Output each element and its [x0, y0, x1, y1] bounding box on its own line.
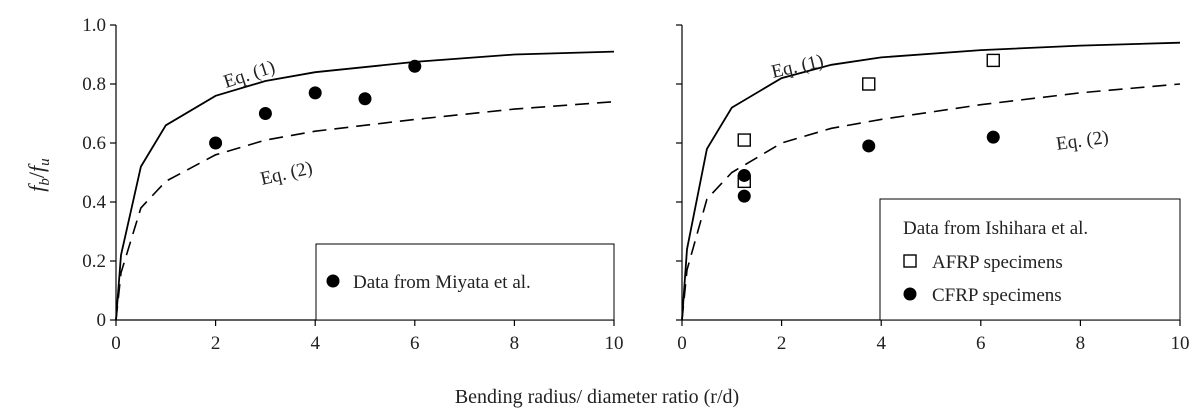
right-x-tick-label: 10 — [1171, 333, 1190, 354]
right-x-tick-label: 6 — [976, 333, 986, 354]
right-data-point — [737, 168, 751, 182]
left-points — [209, 59, 422, 150]
left-eq2-label: Eq. (2) — [258, 158, 314, 190]
left-data-point — [209, 136, 223, 150]
left-x-tick-label: 10 — [605, 333, 624, 354]
left-y-tick-label: 0.4 — [82, 192, 106, 213]
left-x-tick-label: 8 — [510, 333, 520, 354]
left-eq1-curve — [115, 50, 615, 321]
left-data-point — [358, 92, 372, 106]
right-x-tick-label: 2 — [777, 333, 787, 354]
right-legend-circle-marker — [903, 287, 917, 301]
y-axis-title: fb/fu — [24, 158, 53, 191]
right-legend-afrp: AFRP specimens — [932, 252, 1063, 273]
left-eq1-label: Eq. (1) — [221, 56, 278, 92]
right-points — [737, 53, 1000, 203]
right-eq1-curve — [681, 41, 1181, 321]
left-x-tick-label: 2 — [211, 333, 221, 354]
x-axis-title: Bending radius/ diameter ratio (r/d) — [455, 386, 739, 408]
right-afrp-point — [862, 77, 876, 91]
right-legend-cfrp: CFRP specimens — [932, 285, 1062, 306]
left-x-tick-label: 0 — [111, 333, 121, 354]
right-data-point — [862, 139, 876, 153]
right-eq2-label: Eq. (2) — [1055, 127, 1110, 155]
right-data-point — [986, 130, 1000, 144]
left-legend: Data from Miyata et al. — [315, 243, 615, 321]
left-data-point — [258, 107, 272, 120]
right-x-tick-label: 0 — [677, 333, 687, 354]
right-eq1-label: Eq. (1) — [769, 51, 825, 83]
right-data-point — [737, 189, 751, 203]
left-data-point — [308, 86, 322, 100]
left-x-tick-label: 6 — [410, 333, 420, 354]
left-ticks: 0 2 4 6 8 10 0 0.2 0.4 0.6 0.8 1.0 — [82, 15, 623, 354]
right-x-tick-label: 4 — [876, 333, 886, 354]
right-legend-box — [879, 198, 1181, 321]
right-legend: Data from Ishihara et al. AFRP specimens… — [879, 198, 1181, 321]
right-legend-title: Data from Ishihara et al. — [903, 218, 1088, 239]
left-y-tick-label: 0.6 — [82, 133, 106, 154]
right-legend-square-marker — [903, 254, 917, 268]
left-y-tick-label: 0.2 — [82, 251, 106, 272]
left-y-tick-label: 0 — [97, 310, 107, 331]
left-y-tick-label: 0.8 — [82, 74, 106, 95]
right-eq2-curve — [681, 83, 1181, 321]
right-afrp-point — [737, 133, 751, 147]
right-ticks: 0 2 4 6 8 10 — [676, 24, 1190, 354]
right-x-tick-label: 8 — [1076, 333, 1086, 354]
left-legend-label: Data from Miyata et al. — [353, 272, 531, 293]
right-afrp-point — [986, 53, 1000, 68]
left-y-tick-label: 1.0 — [82, 15, 106, 36]
left-data-point — [408, 59, 422, 73]
left-legend-box — [315, 243, 615, 321]
left-legend-marker — [326, 274, 340, 288]
right-panel: 0 2 4 6 8 10 Eq. (1) Eq. (2) Data from Ishiha… — [676, 24, 1190, 354]
left-x-tick-label: 4 — [310, 333, 320, 354]
